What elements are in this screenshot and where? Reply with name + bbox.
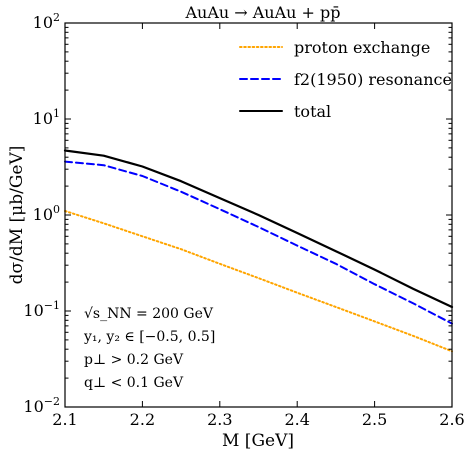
legend: proton exchange f2(1950) resonance total xyxy=(239,38,452,121)
x-tick-label: 2.4 xyxy=(284,410,309,429)
x-tick-label: 2.6 xyxy=(439,410,464,429)
series-line-0 xyxy=(64,210,453,353)
y-tick-label-1: 10−1 xyxy=(23,299,60,320)
annotation-line-3: q⊥ < 0.1 GeV xyxy=(84,375,184,391)
x-tick-label: 2.2 xyxy=(130,410,155,429)
annotation-line-2: p⊥ > 0.2 GeV xyxy=(84,352,184,368)
legend-label-0: proton exchange xyxy=(294,38,430,57)
y-tick-label-3: 101 xyxy=(33,107,60,128)
x-tick-label: 2.3 xyxy=(207,410,232,429)
x-tick-label: 2.1 xyxy=(52,410,77,429)
x-tick-label: 2.5 xyxy=(362,410,387,429)
series-curves xyxy=(63,149,454,353)
legend-label-1: f2(1950) resonance xyxy=(294,70,452,89)
y-tick-label-2: 100 xyxy=(33,203,60,224)
axis-ticks: 2.1 2.2 2.3 2.4 2.5 2.6 10−2 10−1 100 101 102 xyxy=(23,11,464,429)
chart-title: AuAu → AuAu + pp̄ xyxy=(184,3,340,22)
annotation-box: √s_NN = 200 GeV y₁, y₂ ∈ [−0.5, 0.5] p⊥ > … xyxy=(83,306,215,391)
y-tick-label-0: 10−2 xyxy=(23,395,60,416)
y-axis-label: dσ/dM [μb/GeV] xyxy=(7,146,27,285)
series-line-1 xyxy=(64,160,453,325)
series-line-2 xyxy=(63,149,454,309)
annotation-line-1: y₁, y₂ ∈ [−0.5, 0.5] xyxy=(83,329,215,345)
legend-label-2: total xyxy=(294,102,331,121)
y-tick-label-4: 102 xyxy=(33,11,60,32)
x-axis-label: M [GeV] xyxy=(222,431,294,451)
annotation-line-0: √s_NN = 200 GeV xyxy=(84,306,214,322)
